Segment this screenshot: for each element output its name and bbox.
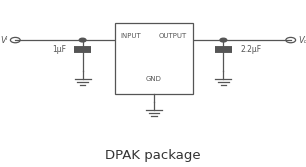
Text: GND: GND	[146, 76, 162, 82]
Text: Vₒ: Vₒ	[298, 36, 306, 45]
Circle shape	[220, 38, 227, 42]
Circle shape	[79, 38, 86, 42]
Text: INPUT: INPUT	[120, 33, 141, 39]
Text: 2.2μF: 2.2μF	[240, 45, 261, 54]
Text: OUTPUT: OUTPUT	[159, 33, 187, 39]
Text: Vᴵ: Vᴵ	[0, 36, 8, 45]
Bar	[115, 23, 193, 94]
Text: 1μF: 1μF	[52, 45, 66, 54]
Text: DPAK package: DPAK package	[105, 149, 201, 162]
